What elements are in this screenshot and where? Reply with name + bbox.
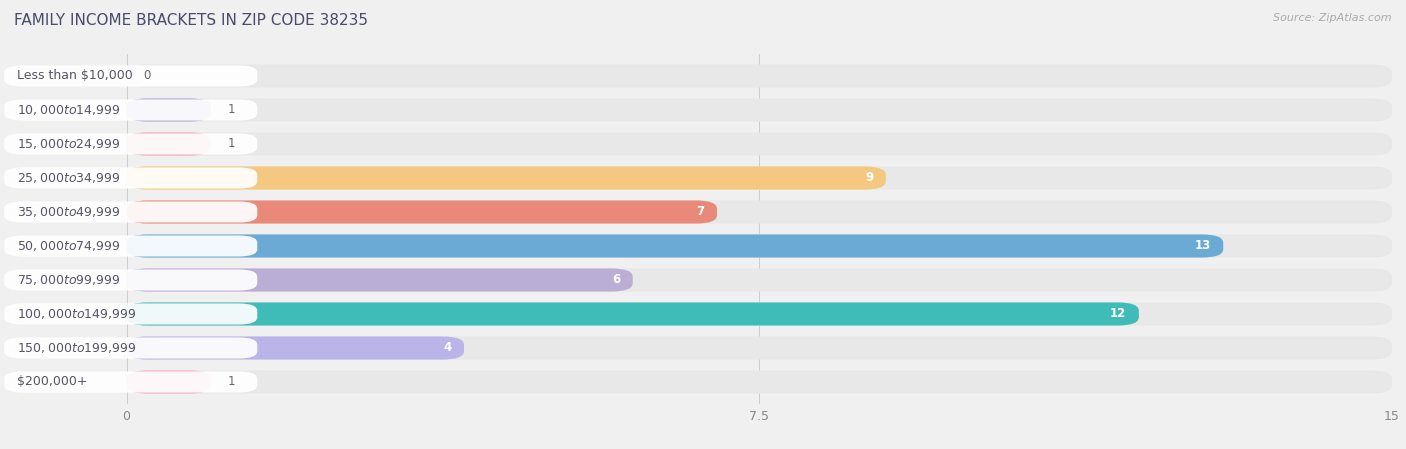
FancyBboxPatch shape [4,133,257,154]
FancyBboxPatch shape [0,131,1392,157]
FancyBboxPatch shape [127,269,633,291]
Text: $150,000 to $199,999: $150,000 to $199,999 [17,341,136,355]
Text: 1: 1 [228,137,235,150]
FancyBboxPatch shape [127,303,1139,326]
FancyBboxPatch shape [0,199,1392,225]
Text: $75,000 to $99,999: $75,000 to $99,999 [17,273,121,287]
Text: $100,000 to $149,999: $100,000 to $149,999 [17,307,136,321]
Text: 9: 9 [865,172,873,185]
FancyBboxPatch shape [127,98,211,122]
FancyBboxPatch shape [4,99,257,120]
Text: $50,000 to $74,999: $50,000 to $74,999 [17,239,121,253]
FancyBboxPatch shape [0,233,1392,259]
FancyBboxPatch shape [4,66,257,87]
Text: $10,000 to $14,999: $10,000 to $14,999 [17,103,121,117]
FancyBboxPatch shape [127,132,211,155]
FancyBboxPatch shape [4,167,257,189]
FancyBboxPatch shape [0,369,1392,395]
FancyBboxPatch shape [0,301,1392,327]
FancyBboxPatch shape [0,63,1392,89]
Text: 6: 6 [612,273,620,286]
FancyBboxPatch shape [127,132,1392,155]
Text: $200,000+: $200,000+ [17,375,87,388]
FancyBboxPatch shape [127,200,1392,224]
FancyBboxPatch shape [127,64,1392,88]
FancyBboxPatch shape [0,335,1392,361]
FancyBboxPatch shape [4,338,257,359]
FancyBboxPatch shape [4,371,257,392]
FancyBboxPatch shape [127,98,1392,122]
FancyBboxPatch shape [127,336,1392,360]
FancyBboxPatch shape [127,303,1392,326]
FancyBboxPatch shape [0,267,1392,293]
Text: 7: 7 [696,206,704,219]
FancyBboxPatch shape [4,202,257,223]
Text: 1: 1 [228,103,235,116]
Text: 12: 12 [1109,308,1126,321]
Text: 0: 0 [143,70,150,83]
Text: FAMILY INCOME BRACKETS IN ZIP CODE 38235: FAMILY INCOME BRACKETS IN ZIP CODE 38235 [14,13,368,28]
Text: $35,000 to $49,999: $35,000 to $49,999 [17,205,121,219]
FancyBboxPatch shape [127,370,1392,394]
FancyBboxPatch shape [127,234,1223,258]
FancyBboxPatch shape [127,234,1392,258]
FancyBboxPatch shape [127,269,1392,291]
Text: $25,000 to $34,999: $25,000 to $34,999 [17,171,121,185]
FancyBboxPatch shape [127,370,211,394]
FancyBboxPatch shape [127,167,886,189]
FancyBboxPatch shape [127,167,1392,189]
Text: 1: 1 [228,375,235,388]
Text: Less than $10,000: Less than $10,000 [17,70,132,83]
FancyBboxPatch shape [0,165,1392,191]
FancyBboxPatch shape [4,235,257,256]
FancyBboxPatch shape [0,97,1392,123]
FancyBboxPatch shape [127,200,717,224]
Text: 13: 13 [1194,239,1211,252]
Text: 4: 4 [443,342,451,355]
Text: $15,000 to $24,999: $15,000 to $24,999 [17,137,121,151]
FancyBboxPatch shape [4,304,257,325]
FancyBboxPatch shape [127,336,464,360]
Text: Source: ZipAtlas.com: Source: ZipAtlas.com [1274,13,1392,23]
FancyBboxPatch shape [4,269,257,291]
